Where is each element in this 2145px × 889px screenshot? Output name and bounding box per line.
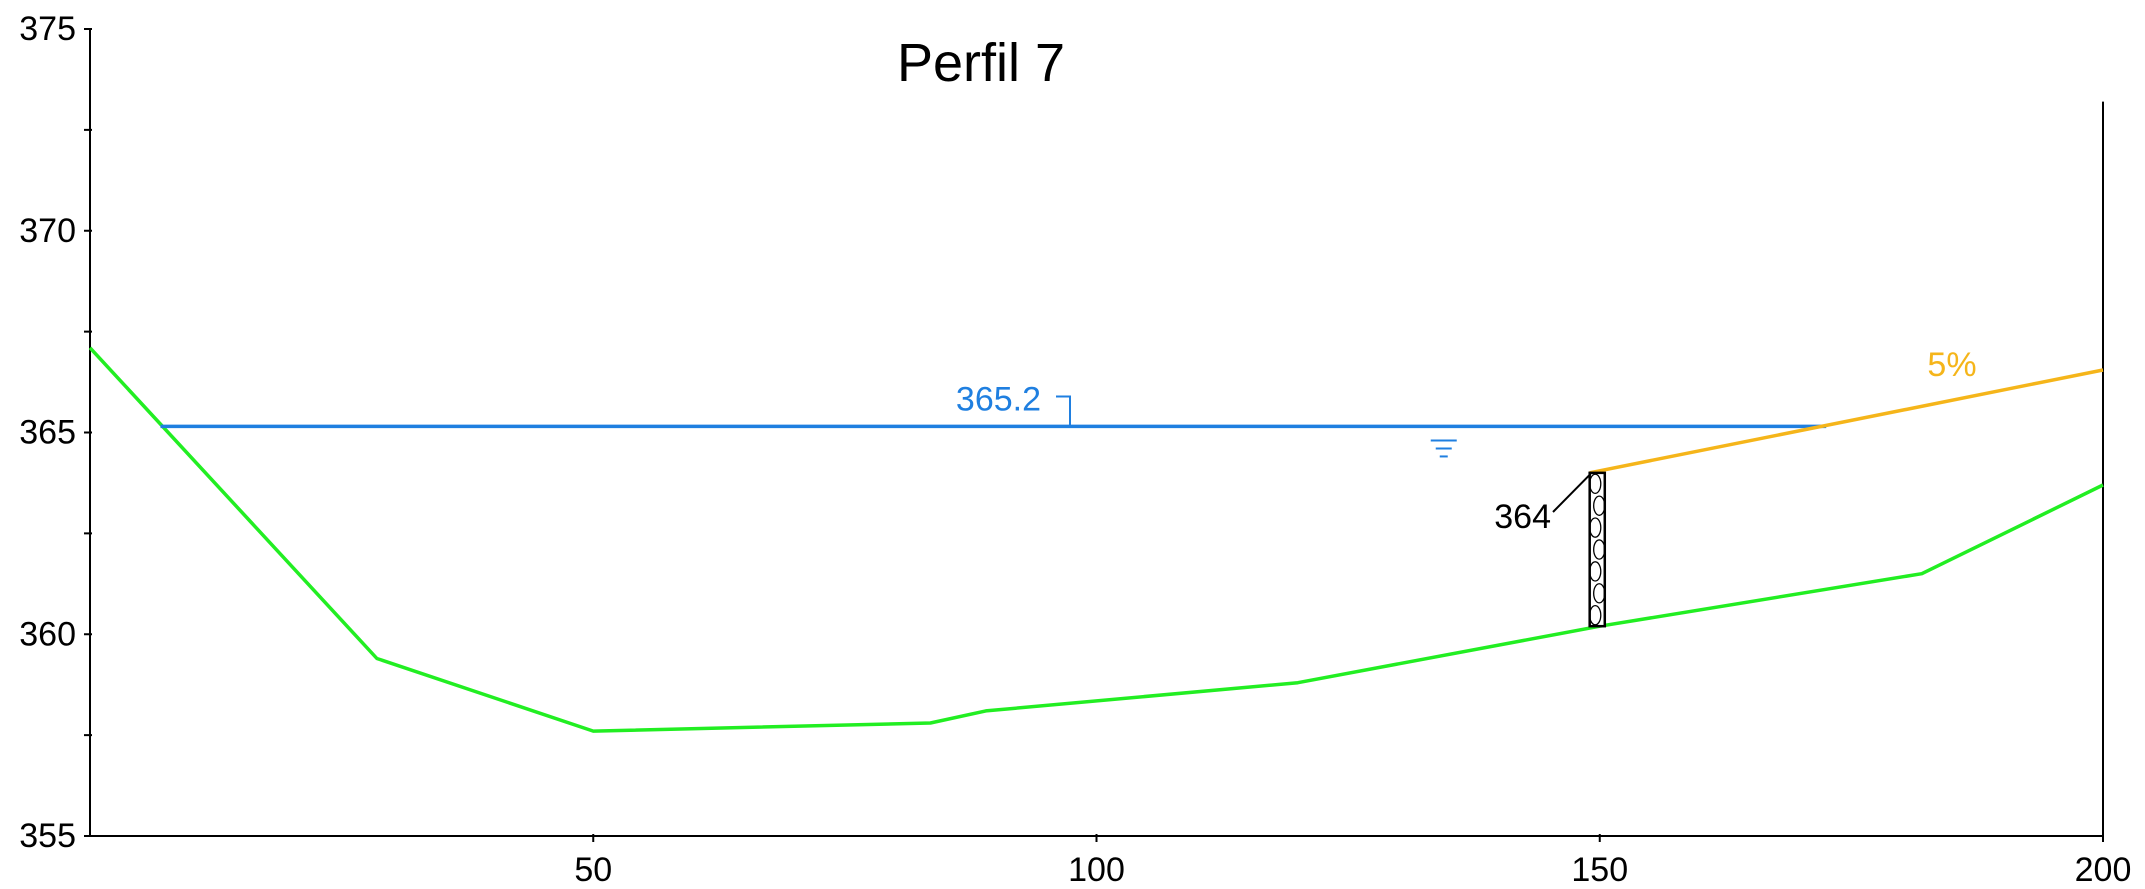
terrain-line (88, 346, 2104, 733)
axes: 355 360 365 370 375 50 100 150 200 (19, 10, 2131, 889)
chart-title: Perfil 7 (897, 33, 1065, 93)
y-tick-label: 365 (19, 414, 76, 452)
y-tick-label: 355 (19, 817, 76, 855)
wall-top-label: 364 (1494, 498, 1551, 536)
x-tick-label: 200 (2075, 851, 2132, 889)
water-level-label: 365.2 (956, 380, 1041, 418)
wall-stone (1589, 561, 1602, 582)
x-tick-label: 50 (574, 851, 612, 889)
annotations: 365.2 5% 364 (956, 346, 1977, 536)
y-tick-label: 375 (19, 10, 76, 48)
y-tick-label: 370 (19, 212, 76, 250)
wall-stone (1589, 473, 1602, 495)
wall-stone-pattern (1589, 473, 1606, 626)
slope-line (1589, 368, 2104, 475)
y-tick-label: 360 (19, 615, 76, 653)
wall-body (1588, 471, 1607, 628)
x-tick-label: 100 (1068, 851, 1125, 889)
chart-marks (88, 346, 2104, 733)
x-tick-label: 150 (1571, 851, 1628, 889)
wall-stone (1593, 583, 1606, 604)
wall-top-leader (1552, 473, 1592, 513)
wall-stone (1589, 604, 1602, 626)
wall-stone (1593, 495, 1606, 516)
wall-stone (1589, 517, 1602, 538)
water-level-leader (1056, 395, 1071, 427)
slope-label: 5% (1927, 346, 1976, 384)
wall-stone (1593, 539, 1606, 560)
